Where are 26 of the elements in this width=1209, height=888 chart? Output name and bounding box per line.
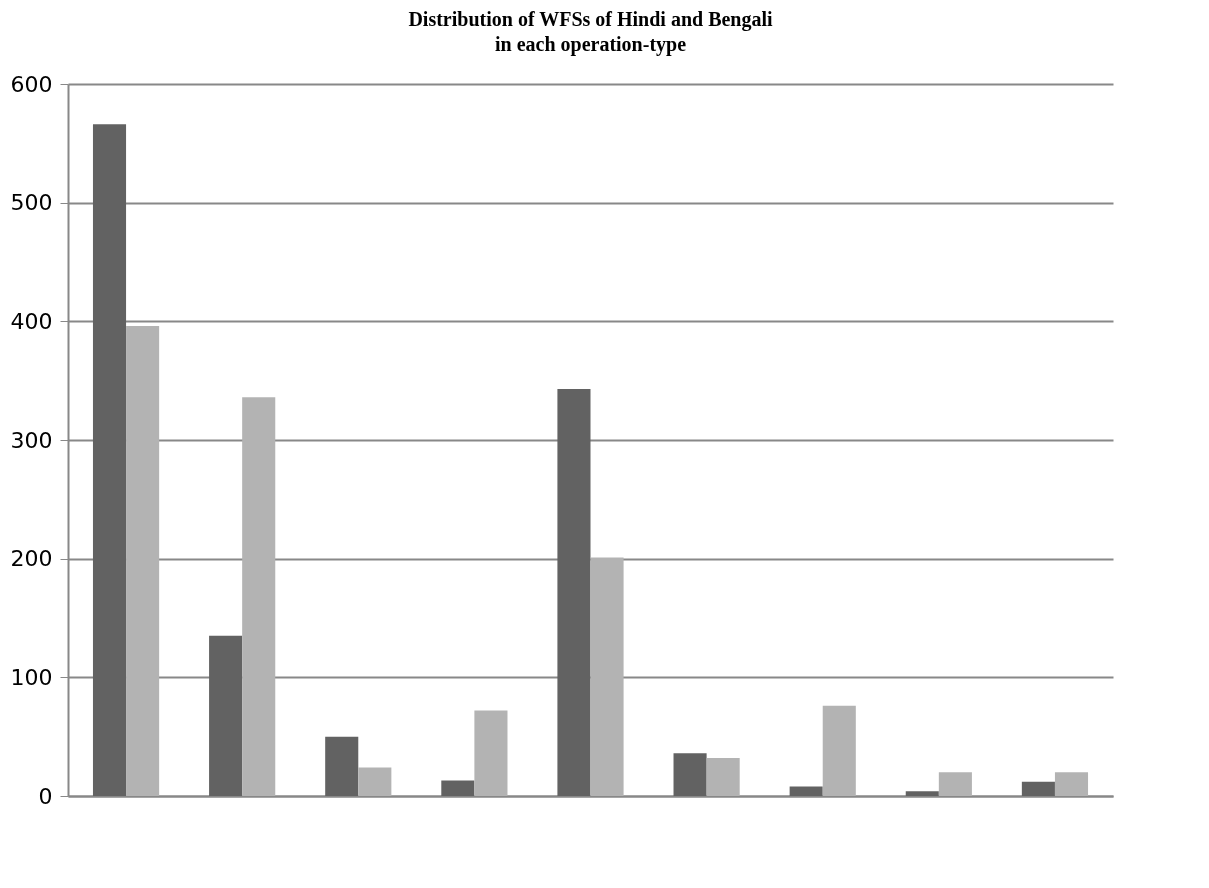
bar — [209, 635, 243, 796]
bar — [557, 388, 591, 796]
bar — [673, 753, 707, 796]
bar — [938, 772, 972, 796]
bar — [474, 710, 508, 796]
y-tick-label: 200 — [10, 546, 53, 572]
bar — [590, 557, 624, 796]
y-tick-label: 600 — [10, 71, 53, 97]
y-tick-label: 500 — [10, 190, 53, 216]
bar — [441, 780, 475, 796]
bar — [822, 705, 856, 796]
bar — [789, 786, 823, 796]
y-tick-label: 100 — [10, 664, 53, 690]
y-tick-label: 400 — [10, 308, 53, 334]
bar — [126, 326, 160, 796]
bar — [1021, 781, 1055, 796]
bar — [1054, 772, 1089, 796]
chart-title: Distribution of WFSs of Hindi and Bengali in each operation-type — [408, 8, 774, 56]
y-tick-label: 300 — [10, 427, 53, 453]
bar — [92, 124, 127, 796]
bar — [706, 758, 740, 796]
y-tick-label: 0 — [38, 783, 53, 809]
bar — [358, 767, 392, 796]
bar — [325, 736, 359, 796]
bar — [242, 397, 276, 796]
bar — [905, 791, 939, 796]
